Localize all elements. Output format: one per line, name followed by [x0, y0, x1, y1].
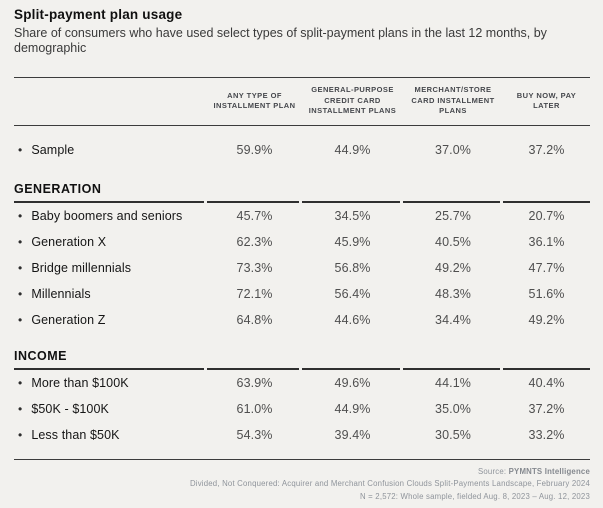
row-label: • Less than $50K — [14, 428, 207, 442]
row-label: • Sample — [14, 143, 207, 157]
row-label: • $50K - $100K — [14, 402, 207, 416]
table-row-baby-boomers: • Baby boomers and seniors 45.7% 34.5% 2… — [14, 203, 590, 229]
cell-value: 44.1% — [435, 375, 471, 390]
report-title-line: Divided, Not Conquered: Acquirer and Mer… — [189, 479, 590, 489]
column-header-merchant-store: MERCHANT/STORE CARD INSTALLMENT PLANS — [411, 85, 495, 116]
cell-value: 64.8% — [236, 312, 273, 327]
source-footer: Source: PYMNTS Intelligence Divided, Not… — [14, 466, 590, 504]
cell-value: 44.6% — [334, 312, 371, 327]
cell-value: 40.5% — [435, 234, 471, 249]
bullet-icon: • — [18, 286, 23, 301]
cell-value: 49.6% — [334, 375, 371, 390]
row-label-text: Generation Z — [31, 312, 106, 327]
page-subtitle: Share of consumers who have used select … — [14, 26, 547, 56]
cell-value: 37.2% — [528, 401, 565, 416]
row-label: • Generation X — [14, 235, 207, 249]
row-label: • Millennials — [14, 287, 207, 301]
cell-value: 59.9% — [236, 142, 273, 157]
cell-value: 37.2% — [528, 142, 565, 157]
table-header-rule — [14, 124, 590, 126]
table-top-rule — [14, 76, 590, 78]
cell-value: 33.2% — [528, 427, 565, 442]
table-row-generation-z: • Generation Z 64.8% 44.6% 34.4% 49.2% — [14, 307, 590, 333]
table-row-more-than-100k: • More than $100K 63.9% 49.6% 44.1% 40.4… — [14, 370, 590, 396]
column-header-row: ANY TYPE OF INSTALLMENT PLAN GENERAL-PUR… — [14, 78, 590, 125]
cell-value: 45.9% — [334, 234, 371, 249]
bullet-icon: • — [18, 375, 23, 390]
cell-value: 20.7% — [528, 208, 565, 223]
row-label: • More than $100K — [14, 376, 207, 390]
table-row-sample: • Sample 59.9% 44.9% 37.0% 37.2% — [14, 137, 590, 163]
cell-value: 34.5% — [334, 208, 371, 223]
row-label-text: Generation X — [31, 234, 107, 249]
bullet-icon: • — [18, 401, 23, 416]
row-label-text: Bridge millennials — [31, 260, 132, 275]
cell-value: 63.9% — [236, 375, 273, 390]
row-label-text: Sample — [31, 142, 75, 157]
table-row-generation-x: • Generation X 62.3% 45.9% 40.5% 36.1% — [14, 229, 590, 255]
source-line: Source: PYMNTS Intelligence — [14, 466, 590, 479]
cell-value: 45.7% — [236, 208, 273, 223]
source-name: PYMNTS Intelligence — [508, 466, 590, 476]
row-label: • Generation Z — [14, 313, 207, 327]
section-underline — [14, 367, 590, 370]
cell-value: 35.0% — [435, 401, 471, 416]
row-label-text: Millennials — [31, 286, 91, 301]
sample-section: • Sample 59.9% 44.9% 37.0% 37.2% — [14, 126, 590, 174]
cell-value: 51.6% — [528, 286, 565, 301]
cell-value: 37.0% — [435, 142, 471, 157]
row-label: • Bridge millennials — [14, 261, 207, 275]
cell-value: 54.3% — [236, 427, 273, 442]
section-income: INCOME • More than $100K 63.9% 49.6% 44.… — [14, 346, 590, 448]
cell-value: 34.4% — [435, 312, 471, 327]
section-generation: GENERATION • Baby boomers and seniors 45… — [14, 179, 590, 333]
cell-value: 49.2% — [435, 260, 471, 275]
row-label-text: Baby boomers and seniors — [31, 208, 183, 223]
cell-value: 56.8% — [334, 260, 371, 275]
table-row-50k-100k: • $50K - $100K 61.0% 44.9% 35.0% 37.2% — [14, 396, 590, 422]
cell-value: 49.2% — [528, 312, 565, 327]
section-underline — [14, 200, 590, 203]
bullet-icon: • — [18, 208, 23, 223]
cell-value: 56.4% — [334, 286, 371, 301]
cell-value: 30.5% — [435, 427, 471, 442]
source-label: Source: — [478, 466, 509, 476]
cell-value: 39.4% — [334, 427, 371, 442]
cell-value: 72.1% — [236, 286, 273, 301]
cell-value: 61.0% — [236, 401, 273, 416]
row-label-text: $50K - $100K — [31, 401, 109, 416]
cell-value: 47.7% — [528, 260, 565, 275]
cell-value: 44.9% — [334, 142, 371, 157]
row-label-text: More than $100K — [31, 375, 129, 390]
page-title: Split-payment plan usage — [14, 7, 183, 22]
cell-value: 40.4% — [528, 375, 565, 390]
column-header-any-installment: ANY TYPE OF INSTALLMENT PLAN — [213, 90, 296, 111]
cell-value: 73.3% — [236, 260, 273, 275]
bullet-icon: • — [18, 427, 23, 442]
table-row-millennials: • Millennials 72.1% 56.4% 48.3% 51.6% — [14, 281, 590, 307]
cell-value: 48.3% — [435, 286, 471, 301]
bullet-icon: • — [18, 260, 23, 275]
cell-value: 36.1% — [528, 234, 565, 249]
table-row-less-than-50k: • Less than $50K 54.3% 39.4% 30.5% 33.2% — [14, 422, 590, 448]
section-title-income: INCOME — [14, 348, 67, 363]
cell-value: 25.7% — [435, 208, 471, 223]
bullet-icon: • — [18, 312, 23, 327]
bullet-icon: • — [18, 234, 23, 249]
sample-note-line: N = 2,572: Whole sample, fielded Aug. 8,… — [359, 491, 590, 501]
row-label-text: Less than $50K — [31, 427, 120, 442]
column-header-bnpl: BUY NOW, PAY LATER — [516, 90, 577, 111]
table-row-bridge-millennials: • Bridge millennials 73.3% 56.8% 49.2% 4… — [14, 255, 590, 281]
data-table: ANY TYPE OF INSTALLMENT PLAN GENERAL-PUR… — [14, 76, 590, 460]
section-title-generation: GENERATION — [14, 181, 102, 196]
column-header-credit-card: GENERAL-PURPOSE CREDIT CARD INSTALLMENT … — [308, 85, 397, 116]
row-label: • Baby boomers and seniors — [14, 209, 207, 223]
cell-value: 44.9% — [334, 401, 371, 416]
bullet-icon: • — [18, 142, 23, 157]
cell-value: 62.3% — [236, 234, 273, 249]
table-bottom-rule — [14, 458, 590, 460]
